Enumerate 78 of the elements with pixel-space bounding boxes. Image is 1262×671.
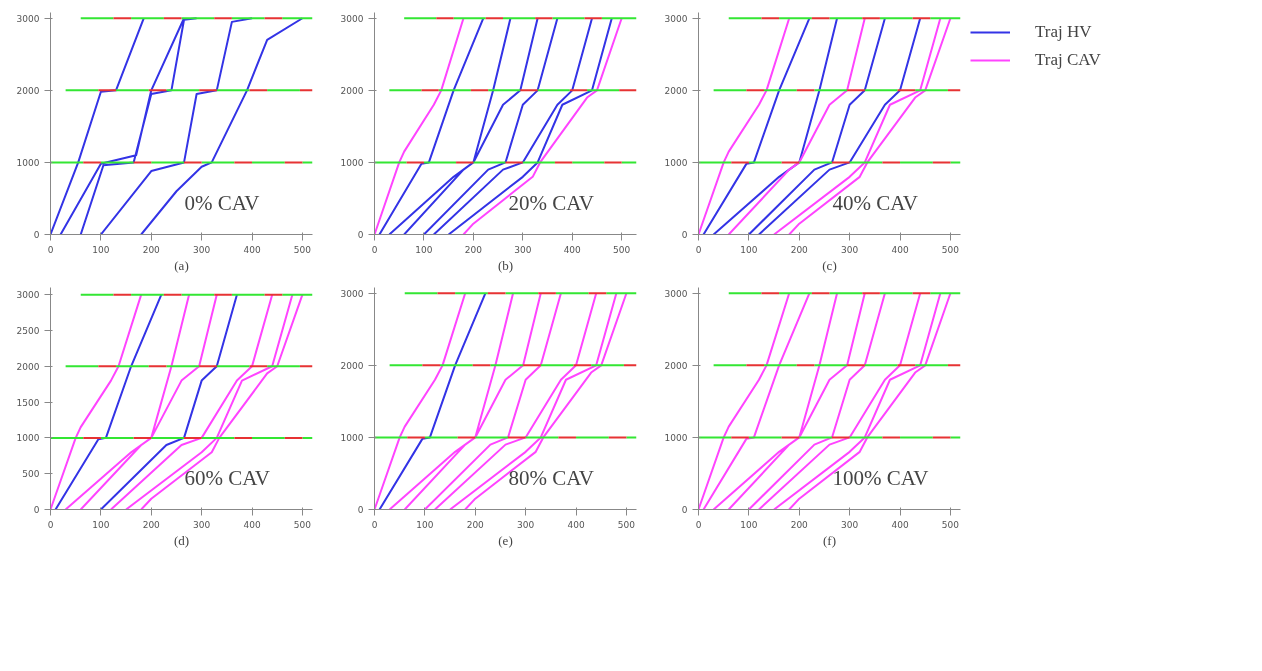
x-tick-label: 500	[293, 244, 312, 255]
x-tick-label: 400	[891, 519, 909, 530]
x-tick-label: 100	[415, 244, 433, 255]
x-tick-label: 400	[891, 244, 909, 255]
y-tick-label: 2000	[664, 360, 688, 371]
y-tick-label: 2500	[16, 325, 40, 336]
y-tick-label: 1500	[16, 397, 40, 408]
x-tick-label: 200	[142, 519, 161, 530]
x-axis-title: (b)	[497, 257, 514, 273]
x-tick-label: 500	[941, 519, 960, 530]
x-tick-label: 500	[293, 519, 312, 530]
x-tick-label: 0	[47, 244, 54, 255]
x-axis-title: (c)	[822, 257, 837, 273]
annotation: 60% CAV	[184, 465, 270, 490]
x-tick-label: 200	[464, 244, 483, 255]
y-tick-label: 3000	[16, 290, 40, 301]
x-tick-label: 500	[941, 244, 960, 255]
y-tick-label: 0	[33, 505, 40, 515]
y-tick-label: 2000	[340, 360, 364, 371]
x-tick-label: 400	[243, 244, 261, 255]
x-tick-label: 100	[740, 519, 758, 530]
y-tick-label: 2000	[340, 85, 364, 96]
y-tick-label: 3000	[340, 288, 364, 299]
x-tick-label: 400	[567, 519, 585, 530]
x-tick-label: 0	[695, 244, 702, 255]
x-axis-title: (e)	[498, 532, 513, 548]
x-tick-label: 100	[416, 519, 434, 530]
y-tick-label: 0	[357, 230, 364, 240]
x-tick-label: 400	[243, 519, 261, 530]
x-tick-label: 200	[790, 519, 809, 530]
y-tick-label: 2000	[16, 361, 40, 372]
x-axis-title: (f)	[823, 532, 837, 548]
x-tick-label: 100	[740, 244, 758, 255]
y-tick-label: 3000	[664, 13, 688, 24]
y-tick-label: 1000	[340, 157, 364, 168]
x-tick-label: 0	[695, 519, 702, 530]
y-tick-label: 0	[33, 230, 40, 240]
x-tick-label: 300	[517, 519, 535, 530]
x-tick-label: 0	[371, 244, 378, 255]
x-tick-label: 200	[142, 244, 161, 255]
y-tick-label: 1000	[340, 432, 364, 443]
annotation: 100% CAV	[832, 465, 929, 490]
annotation: 40% CAV	[832, 190, 918, 215]
x-tick-label: 300	[841, 244, 859, 255]
y-tick-label: 1000	[16, 433, 40, 444]
legend-label: Traj HV	[1035, 22, 1092, 42]
annotation: 80% CAV	[508, 465, 594, 490]
legend-label: Traj CAV	[1035, 50, 1101, 70]
annotation: 0% CAV	[184, 190, 260, 215]
x-tick-label: 400	[563, 244, 582, 255]
y-tick-label: 1000	[664, 432, 688, 443]
y-tick-label: 1000	[664, 157, 688, 168]
x-tick-label: 200	[466, 519, 485, 530]
y-tick-label: 0	[681, 230, 688, 240]
y-tick-label: 3000	[340, 13, 364, 24]
x-tick-label: 300	[193, 244, 211, 255]
x-tick-label: 500	[613, 244, 631, 255]
x-tick-label: 300	[514, 244, 532, 255]
y-tick-label: 0	[357, 505, 364, 515]
annotation: 20% CAV	[508, 190, 594, 215]
x-tick-label: 0	[371, 519, 378, 530]
y-tick-label: 500	[22, 469, 40, 480]
y-tick-label: 3000	[16, 13, 40, 24]
x-tick-label: 500	[617, 519, 636, 530]
y-tick-label: 0	[681, 505, 688, 515]
x-tick-label: 100	[92, 519, 110, 530]
x-axis-title: (a)	[174, 257, 189, 273]
x-tick-label: 0	[47, 519, 54, 530]
y-tick-label: 3000	[664, 288, 688, 299]
y-tick-label: 2000	[16, 85, 40, 96]
x-tick-label: 100	[92, 244, 110, 255]
x-tick-label: 200	[790, 244, 809, 255]
line-series	[378, 292, 487, 510]
x-tick-label: 300	[841, 519, 859, 530]
x-tick-label: 300	[193, 519, 211, 530]
x-axis-title: (d)	[173, 532, 190, 548]
y-tick-label: 2000	[664, 85, 688, 96]
y-tick-label: 1000	[16, 157, 40, 168]
